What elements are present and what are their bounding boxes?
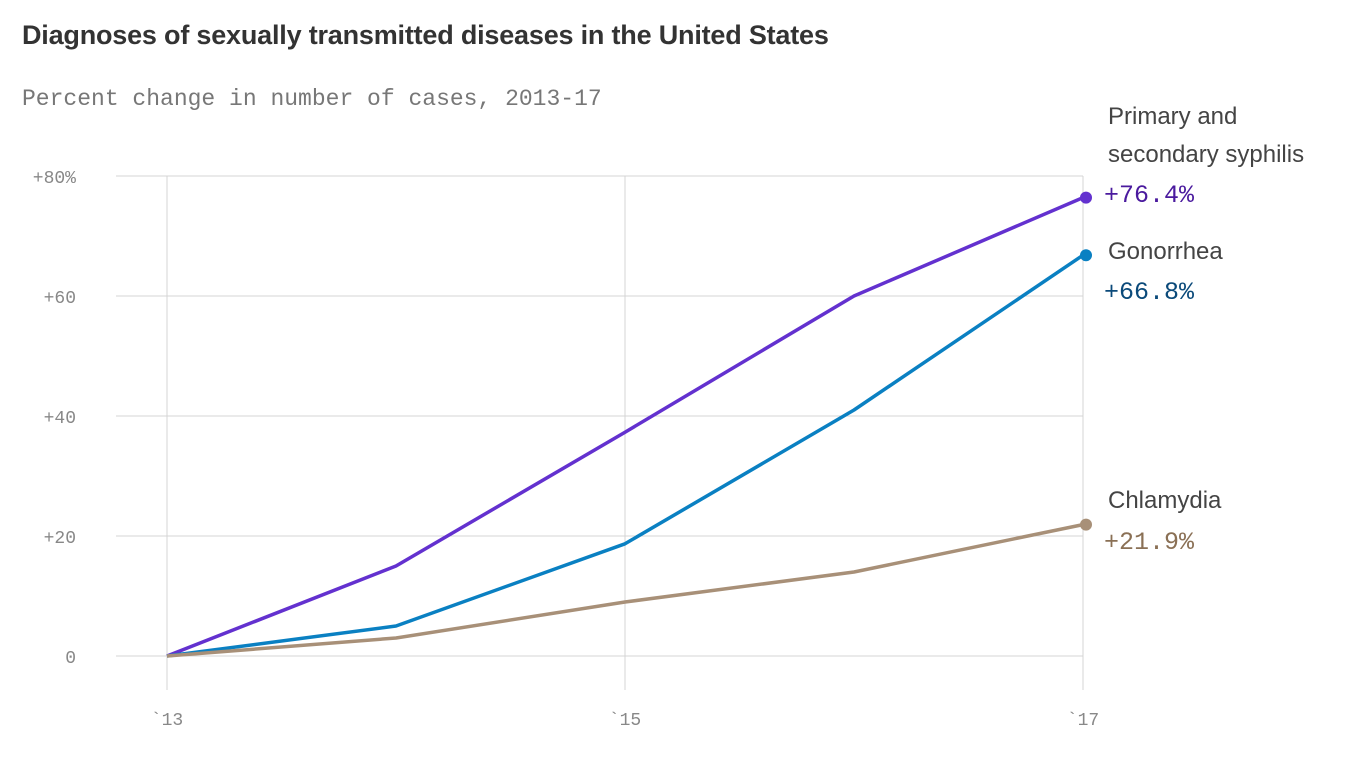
series-line-1 <box>166 195 1084 658</box>
series-label: Gonorrhea <box>1108 238 1223 265</box>
x-tick-label: `17 <box>1067 711 1099 731</box>
chart-subtitle: Percent change in number of cases, 2013-… <box>22 86 602 112</box>
y-tick-label: +80% <box>33 169 76 189</box>
series-label: secondary syphilis <box>1108 141 1304 168</box>
x-tick-label: `13 <box>151 711 183 731</box>
series-line-2 <box>166 253 1084 658</box>
chart-title: Diagnoses of sexually transmitted diseas… <box>22 20 829 50</box>
y-tick-label: +40 <box>44 409 76 429</box>
y-tick-label: 0 <box>65 649 76 669</box>
series-label: Chlamydia <box>1108 487 1222 514</box>
series-end-dot <box>1080 518 1092 531</box>
series-end-value: +76.4% <box>1104 181 1195 210</box>
series-line-3 <box>166 522 1084 658</box>
y-tick-label: +60 <box>44 289 76 309</box>
series-label: Primary and <box>1108 103 1237 130</box>
series-end-value: +66.8% <box>1104 278 1195 307</box>
x-tick-label: `15 <box>609 711 641 731</box>
series-end-dot <box>1080 249 1092 262</box>
series-end-value: +21.9% <box>1104 528 1195 557</box>
series-end-dot <box>1080 191 1092 204</box>
y-tick-label: +20 <box>44 529 76 549</box>
